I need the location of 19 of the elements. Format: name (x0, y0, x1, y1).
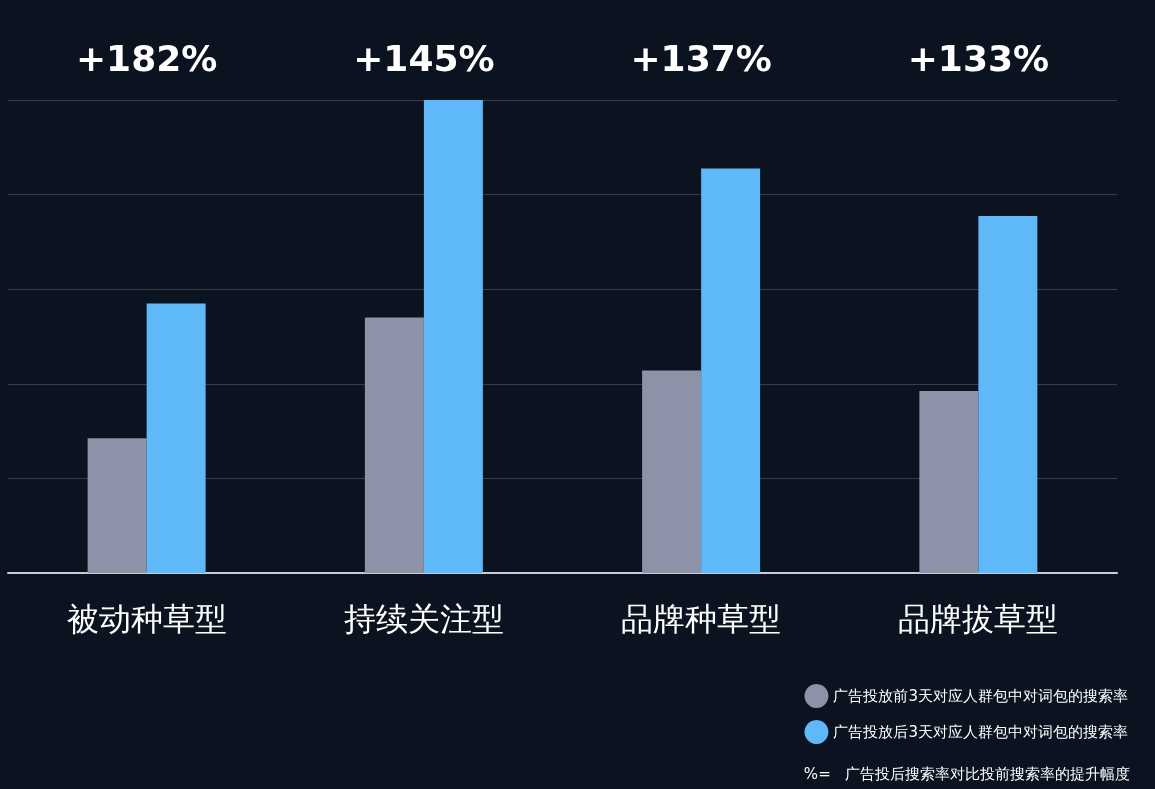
text: +145% (353, 37, 495, 79)
x-tick-label: 持续关注型 (343, 600, 504, 638)
bar (364, 317, 424, 573)
legend-label: 广告投放后3天对应人群包中对词包的搜索率 (833, 723, 1128, 741)
bar (642, 370, 702, 573)
text: %= 广告投后搜索率对比投前搜索率的提升幅度 (803, 764, 1131, 783)
x-tick-label: 品牌种草型 (621, 600, 782, 638)
bar (978, 215, 1038, 573)
text: +137% (630, 37, 772, 79)
bar (919, 390, 979, 573)
bar (87, 438, 147, 573)
bar (146, 303, 206, 573)
bar (423, 100, 483, 573)
text: +133% (907, 37, 1050, 79)
x-tick-label: 品牌拔草型 (898, 600, 1059, 638)
x-tick-label: 被动种草型 (66, 600, 227, 638)
text: +182% (75, 37, 218, 79)
legend-label: 广告投放前3天对应人群包中对词包的搜索率 (833, 687, 1128, 705)
bar (701, 168, 761, 573)
